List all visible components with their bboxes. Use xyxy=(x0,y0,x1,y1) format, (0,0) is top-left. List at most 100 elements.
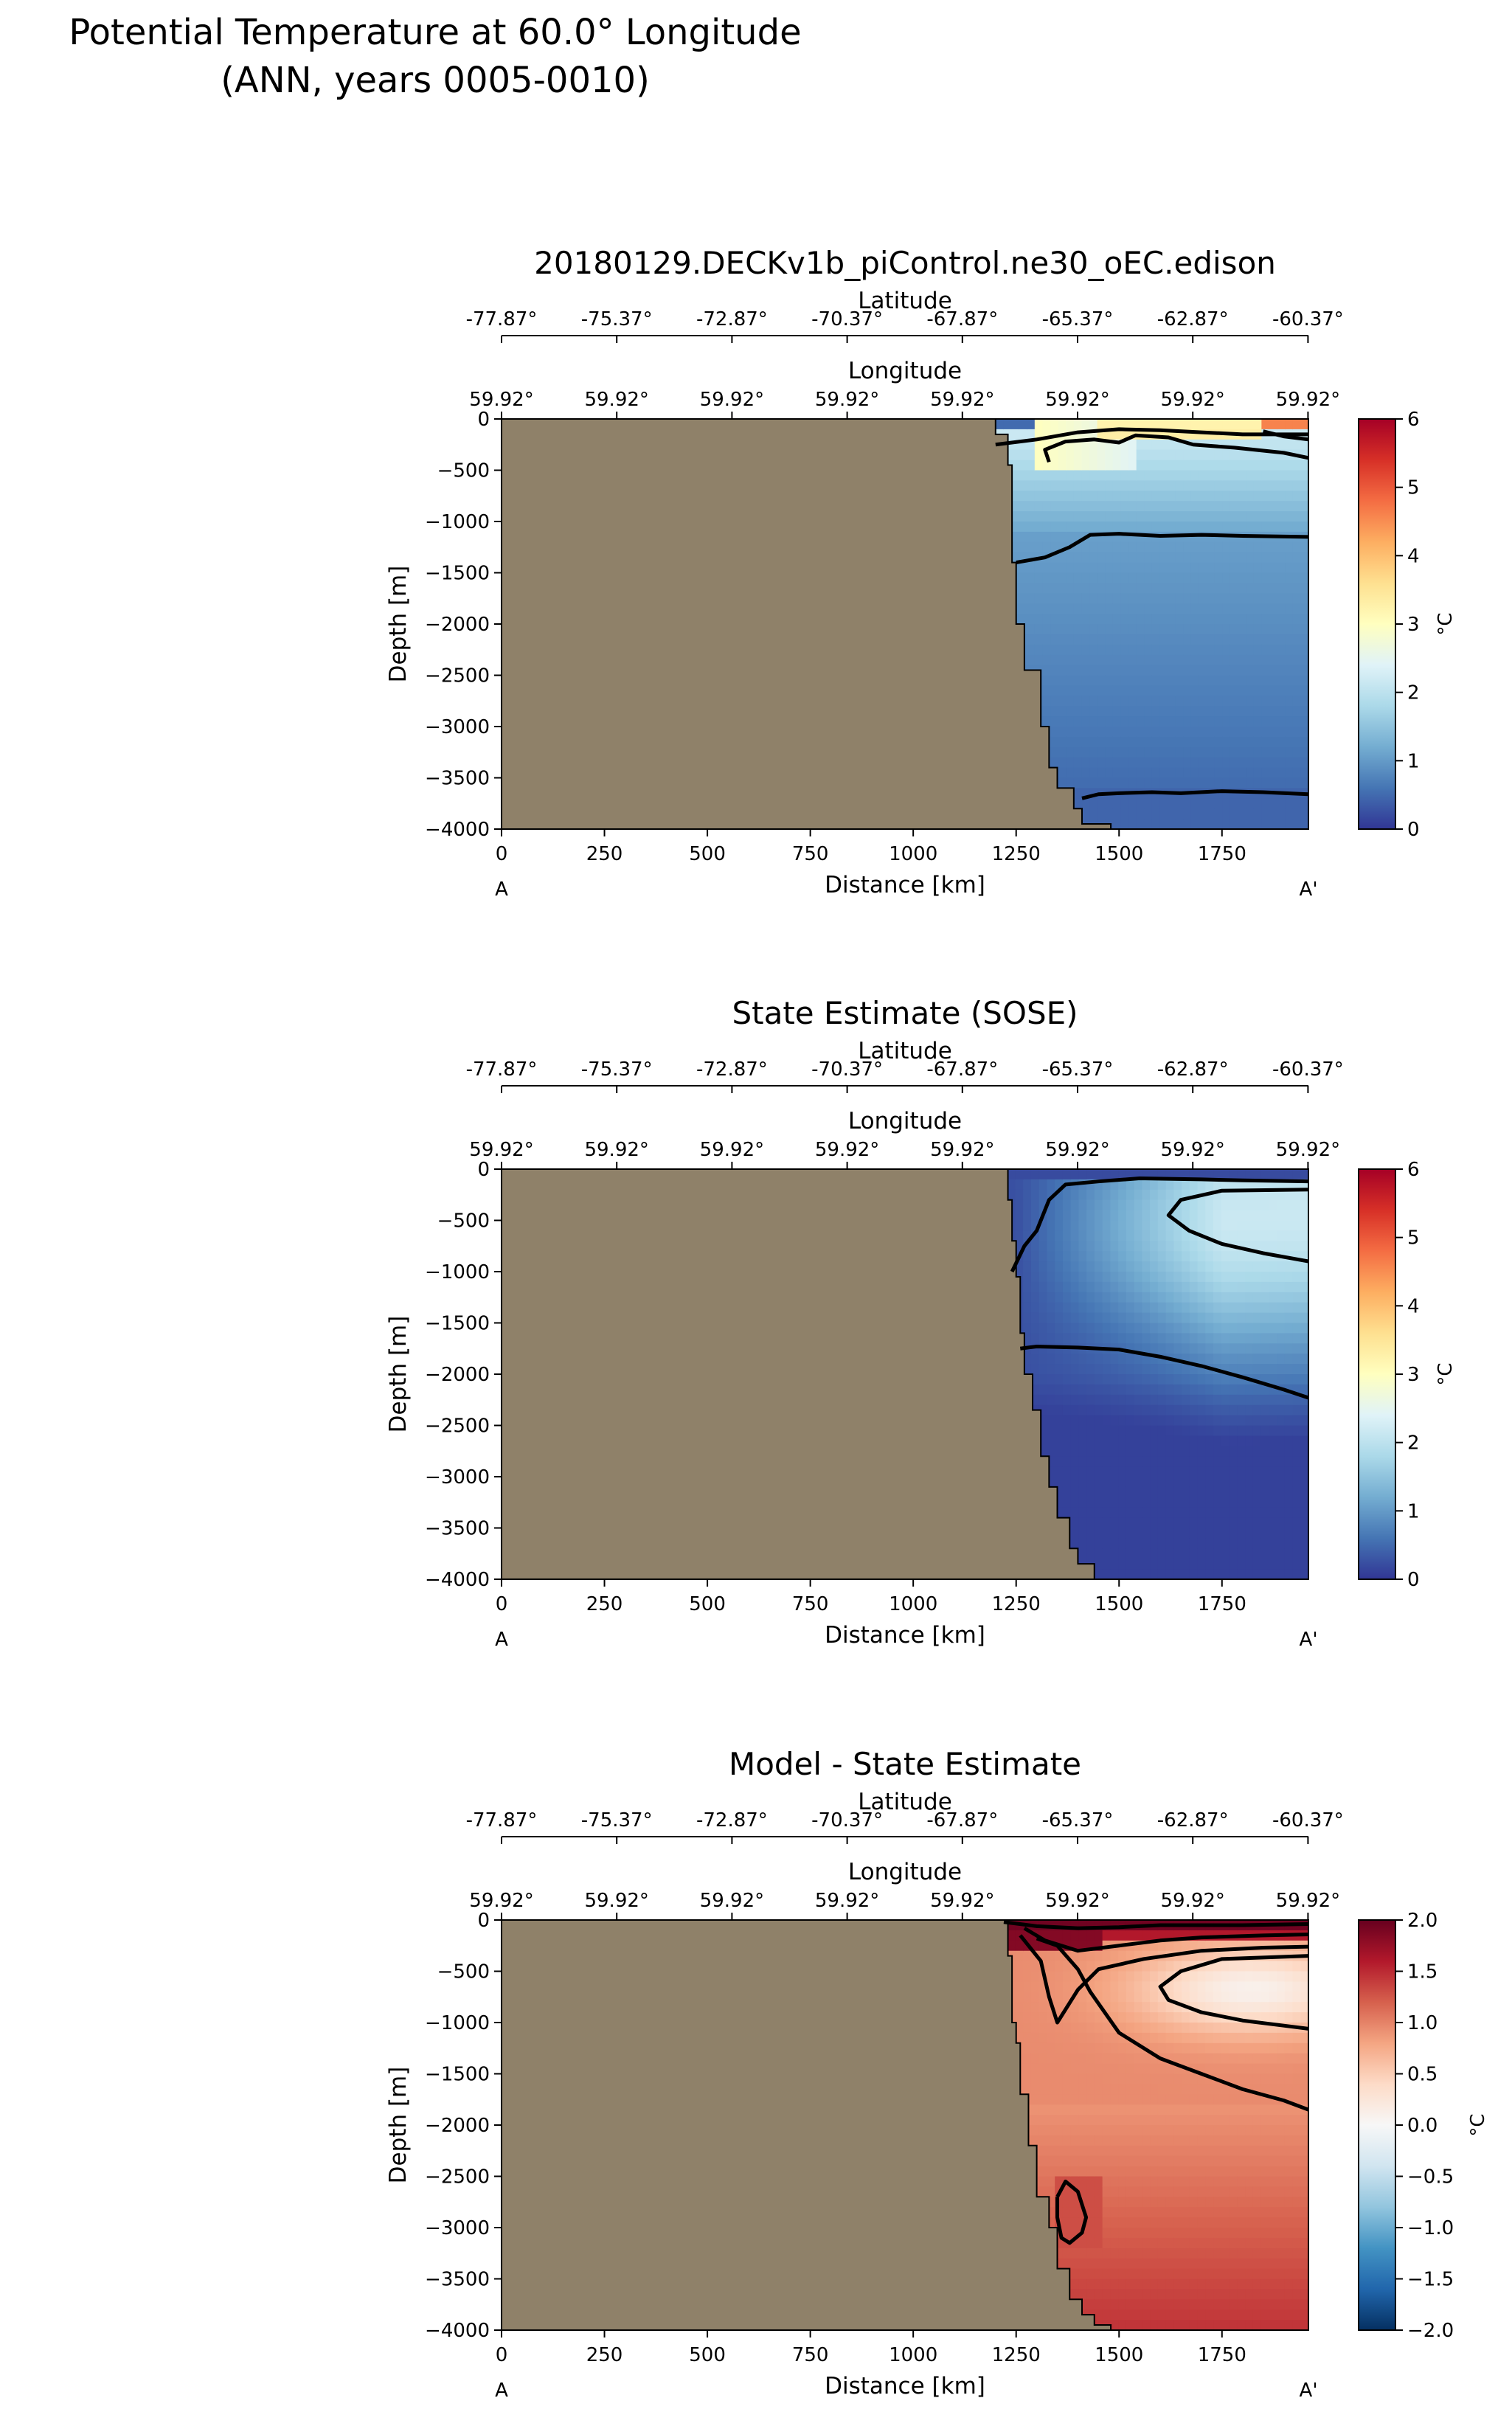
heatmap-cell xyxy=(1050,644,1059,656)
heatmap-cell xyxy=(1173,2268,1182,2280)
heatmap-cell xyxy=(1292,1220,1301,1231)
heatmap-cell xyxy=(1078,1374,1087,1385)
heatmap-cell xyxy=(1252,1559,1262,1570)
heatmap-cell xyxy=(1070,2023,1080,2034)
heatmap-cell xyxy=(1126,1446,1135,1457)
heatmap-cell xyxy=(1062,2248,1072,2259)
heatmap-cell xyxy=(1042,665,1051,676)
latitude-axis-label: Latitude xyxy=(858,288,952,314)
heatmap-cell xyxy=(1213,1220,1222,1231)
heatmap-cell xyxy=(1168,654,1176,666)
heatmap-cell xyxy=(1157,1302,1167,1314)
heatmap-cell xyxy=(1229,1517,1238,1529)
heatmap-cell xyxy=(1062,1507,1072,1519)
heatmap-cell xyxy=(1168,562,1176,574)
heatmap-cell xyxy=(1097,727,1106,738)
heatmap-cell xyxy=(1105,757,1114,769)
heatmap-cell xyxy=(1126,1220,1135,1231)
y-tick-label: −2500 xyxy=(425,1415,490,1438)
heatmap-cell xyxy=(1062,1354,1072,1365)
heatmap-cell xyxy=(1269,552,1278,564)
heatmap-cell xyxy=(1062,1333,1072,1344)
heatmap-cell xyxy=(1238,736,1246,748)
latitude-tick-label: -67.87° xyxy=(926,1058,998,1081)
heatmap-cell xyxy=(1050,583,1059,594)
heatmap-cell xyxy=(1118,1292,1127,1303)
heatmap-cell xyxy=(1277,449,1286,461)
heatmap-cell xyxy=(1292,2053,1301,2065)
heatmap-cell xyxy=(1142,2278,1151,2290)
heatmap-cell xyxy=(1110,1374,1119,1385)
heatmap-cell xyxy=(1300,1374,1308,1385)
heatmap-cell xyxy=(1070,1364,1080,1375)
heatmap-cell xyxy=(1230,511,1239,522)
heatmap-cell xyxy=(1214,521,1223,533)
section-end-label: A' xyxy=(1300,878,1318,901)
heatmap-cell xyxy=(1055,2115,1064,2126)
heatmap-cell xyxy=(1126,1230,1135,1241)
heatmap-cell xyxy=(1221,2320,1230,2330)
heatmap-cell xyxy=(1253,501,1262,512)
heatmap-cell xyxy=(1292,644,1301,656)
heatmap-cell xyxy=(1300,757,1308,769)
heatmap-cell xyxy=(1086,2002,1095,2013)
heatmap-cell xyxy=(1246,439,1255,451)
heatmap-cell xyxy=(1097,808,1106,819)
heatmap-cell xyxy=(1058,491,1067,502)
heatmap-cell xyxy=(1182,2155,1190,2167)
heatmap-cell xyxy=(1128,593,1137,604)
heatmap-cell xyxy=(1175,460,1184,471)
heatmap-cell xyxy=(1159,480,1168,491)
heatmap-cell xyxy=(1118,1272,1127,1283)
heatmap-cell xyxy=(1128,480,1137,491)
heatmap-cell xyxy=(1110,2063,1119,2075)
heatmap-cell xyxy=(1221,1404,1230,1416)
heatmap-cell xyxy=(1300,1425,1308,1436)
heatmap-cell xyxy=(1015,1230,1024,1241)
heatmap-cell xyxy=(1269,2155,1277,2167)
heatmap-cell xyxy=(1277,1415,1286,1427)
heatmap-cell xyxy=(1269,2258,1277,2270)
heatmap-cell xyxy=(1238,460,1246,471)
heatmap-cell xyxy=(1047,2217,1055,2228)
heatmap-cell xyxy=(1038,1384,1048,1396)
heatmap-cell xyxy=(1173,1312,1182,1324)
heatmap-cell xyxy=(1237,2166,1246,2177)
heatmap-cell xyxy=(1150,1384,1159,1396)
heatmap-cell xyxy=(1126,2094,1135,2105)
heatmap-cell xyxy=(1269,2145,1277,2157)
heatmap-cell xyxy=(1078,1230,1087,1241)
heatmap-cell xyxy=(1173,1415,1182,1427)
heatmap-cell xyxy=(1221,2197,1230,2208)
heatmap-cell xyxy=(1112,552,1122,564)
heatmap-cell xyxy=(1182,1528,1190,1539)
heatmap-cell xyxy=(1253,767,1262,779)
heatmap-cell xyxy=(1081,788,1090,799)
heatmap-cell xyxy=(1229,1179,1238,1191)
heatmap-cell xyxy=(1159,727,1168,738)
heatmap-cell xyxy=(1159,777,1168,789)
heatmap-cell xyxy=(1277,2289,1286,2300)
heatmap-cell xyxy=(1183,501,1192,512)
heatmap-cell xyxy=(1269,716,1278,727)
heatmap-cell xyxy=(1038,1323,1048,1334)
heatmap-cell xyxy=(1142,1169,1151,1180)
heatmap-cell xyxy=(1050,614,1059,625)
heatmap-cell xyxy=(1078,2268,1087,2280)
heatmap-cell xyxy=(1230,614,1239,625)
heatmap-cell xyxy=(1213,1446,1222,1457)
heatmap-cell xyxy=(1110,1528,1119,1539)
heatmap-cell xyxy=(1165,2237,1174,2249)
heatmap-cell xyxy=(1086,2115,1095,2126)
heatmap-cell xyxy=(1151,429,1161,440)
heatmap-cell xyxy=(1086,1292,1095,1303)
heatmap-cell xyxy=(1030,2032,1040,2044)
heatmap-cell xyxy=(1269,685,1278,696)
heatmap-cell xyxy=(1300,1230,1308,1241)
heatmap-cell xyxy=(1237,1374,1246,1385)
heatmap-cell xyxy=(1110,1517,1119,1529)
heatmap-cell xyxy=(1078,2248,1087,2259)
heatmap-cell xyxy=(1183,727,1192,738)
heatmap-cell xyxy=(1102,1169,1111,1180)
heatmap-cell xyxy=(1182,1364,1190,1375)
